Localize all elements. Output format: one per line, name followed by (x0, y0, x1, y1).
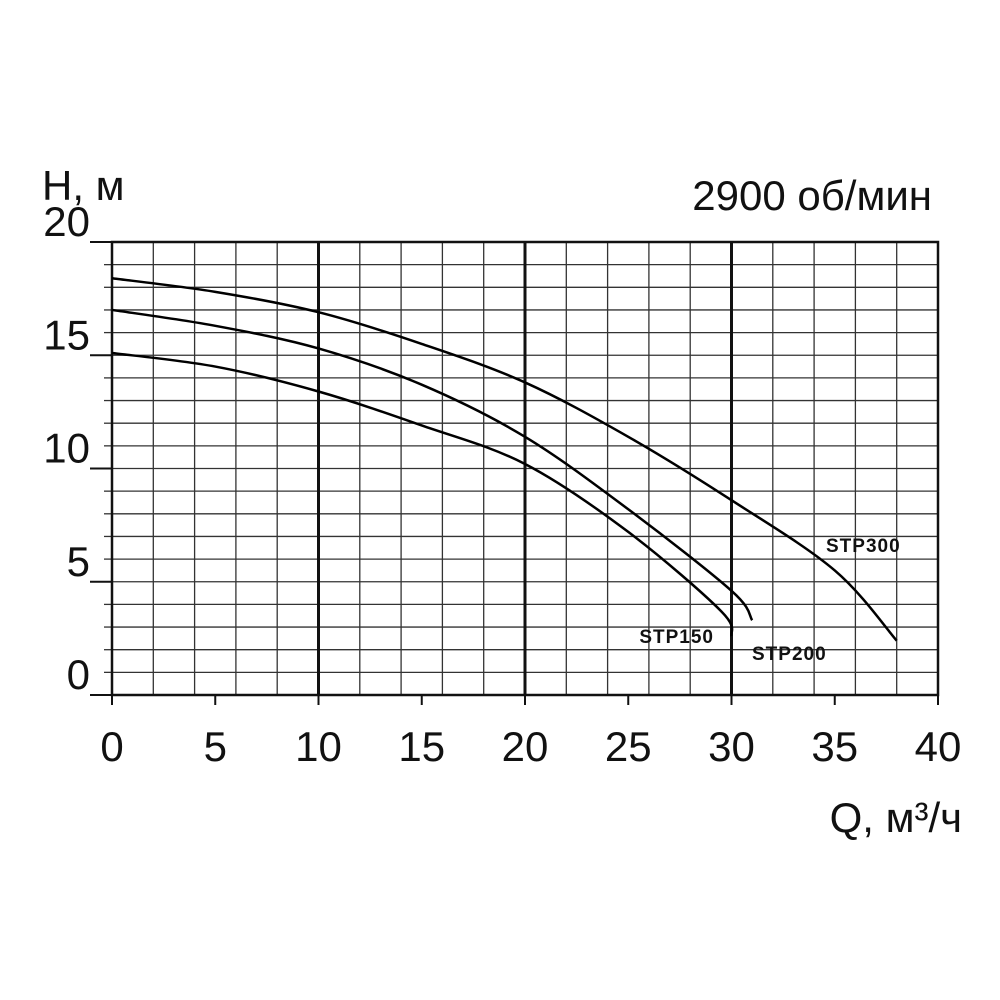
y-tick-label: 0 (67, 651, 90, 698)
curve (111, 351, 734, 637)
x-tick-label: 15 (398, 723, 445, 770)
x-tick-label: 10 (295, 723, 342, 770)
series-label: STP200 (752, 644, 827, 665)
y-tick-label: 5 (67, 538, 90, 585)
y-tick-label: 15 (43, 311, 90, 358)
series-label: STP300 (826, 536, 901, 557)
y-tick-label: 10 (43, 425, 90, 472)
x-tick-label: 40 (915, 723, 962, 770)
x-tick-label: 25 (605, 723, 652, 770)
x-axis-label: Q, м³/ч (830, 794, 962, 841)
x-tick-label: 35 (811, 723, 858, 770)
x-tick-label: 20 (502, 723, 549, 770)
series-label: STP150 (639, 627, 714, 648)
annotation: 2900 об/мин (692, 172, 932, 219)
x-tick-label: 5 (204, 723, 227, 770)
x-tick-label: 30 (708, 723, 755, 770)
y-tick-label: 20 (43, 198, 90, 245)
x-tick-label: 0 (100, 723, 123, 770)
curve (111, 308, 754, 621)
curve (111, 277, 898, 642)
y-axis-label: H, м (42, 162, 125, 209)
